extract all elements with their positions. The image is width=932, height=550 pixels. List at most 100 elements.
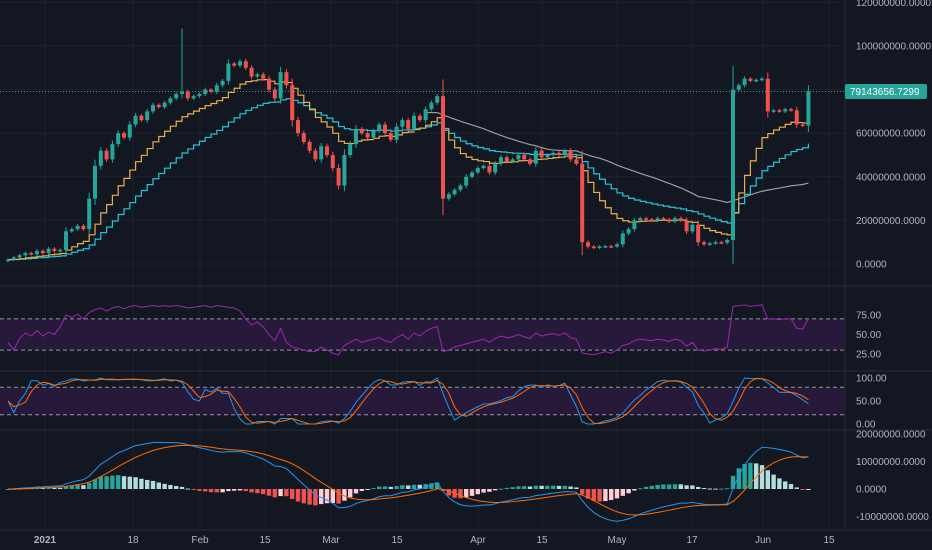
candle-body[interactable] (441, 96, 445, 199)
candle-body[interactable] (696, 224, 701, 243)
candle-body[interactable] (371, 131, 376, 138)
candle-body[interactable] (539, 150, 544, 158)
candle-body[interactable] (713, 242, 718, 244)
candle-body[interactable] (261, 74, 266, 79)
candle-body[interactable] (661, 218, 666, 220)
candle-body[interactable] (644, 218, 648, 220)
candle-body[interactable] (499, 157, 503, 164)
candle-body[interactable] (736, 85, 741, 90)
price-pane[interactable] (0, 28, 845, 264)
candle-body[interactable] (423, 109, 428, 121)
candle-body[interactable] (626, 229, 631, 234)
candle-body[interactable] (284, 72, 289, 86)
candle-body[interactable] (754, 79, 759, 82)
candle-body[interactable] (742, 78, 747, 86)
candle-body[interactable] (197, 93, 202, 97)
candle-body[interactable] (191, 96, 196, 99)
stoch-rsi-pane[interactable] (0, 377, 845, 425)
candle-body[interactable] (551, 152, 556, 155)
candle-body[interactable] (365, 133, 370, 138)
candle-body[interactable] (609, 246, 614, 248)
candle-body[interactable] (580, 163, 585, 243)
candle-body[interactable] (46, 248, 51, 254)
candle-body[interactable] (800, 124, 805, 126)
candle-body[interactable] (330, 155, 335, 169)
candle-body[interactable] (307, 141, 312, 151)
candle-body[interactable] (667, 219, 672, 222)
candle-body[interactable] (562, 150, 567, 155)
candle-body[interactable] (52, 248, 57, 251)
candle-body[interactable] (707, 243, 712, 245)
time-axis[interactable]: 2021 18 Feb 15 Mar 15 Apr 15 May 17 Jun 15 (34, 535, 835, 546)
candle-body[interactable] (35, 250, 39, 255)
candle-body[interactable] (6, 259, 10, 262)
candle-body[interactable] (406, 120, 411, 129)
candle-body[interactable] (719, 242, 724, 244)
candle-body[interactable] (139, 115, 144, 121)
candle-body[interactable] (493, 163, 498, 173)
candle-body[interactable] (765, 78, 770, 112)
candle-body[interactable] (342, 155, 347, 186)
candle-body[interactable] (104, 150, 109, 160)
candle-body[interactable] (417, 115, 422, 121)
candle-body[interactable] (226, 63, 231, 81)
candle-body[interactable] (481, 165, 486, 169)
candle-body[interactable] (133, 115, 138, 125)
candle-body[interactable] (789, 109, 793, 111)
candle-body[interactable] (794, 110, 799, 125)
candle-body[interactable] (319, 146, 324, 160)
candle-body[interactable] (156, 104, 161, 108)
candle-body[interactable] (412, 115, 416, 129)
macd-pane[interactable] (5, 441, 811, 522)
candle-body[interactable] (655, 218, 660, 221)
candle-body[interactable] (58, 249, 63, 252)
candle-body[interactable] (684, 220, 689, 232)
candle-body[interactable] (557, 152, 561, 155)
candle-body[interactable] (446, 194, 451, 199)
candle-body[interactable] (17, 255, 22, 258)
candle-body[interactable] (336, 168, 341, 186)
candle-body[interactable] (678, 218, 683, 221)
candle-body[interactable] (98, 150, 103, 166)
candle-body[interactable] (249, 67, 254, 77)
candle-body[interactable] (325, 146, 329, 155)
candle-body[interactable] (110, 144, 115, 160)
candle-body[interactable] (151, 104, 155, 112)
candle-body[interactable] (238, 61, 242, 66)
candle-body[interactable] (586, 242, 590, 247)
candle-body[interactable] (209, 89, 213, 92)
candle-body[interactable] (748, 78, 753, 81)
candle-body[interactable] (435, 96, 440, 103)
candle-body[interactable] (168, 98, 173, 103)
rsi-pane[interactable] (0, 304, 845, 356)
candle-body[interactable] (702, 242, 706, 245)
candle-body[interactable] (777, 110, 782, 112)
candle-body[interactable] (638, 218, 643, 221)
candle-body[interactable] (690, 224, 695, 232)
candle-body[interactable] (597, 246, 602, 249)
candle-body[interactable] (69, 229, 74, 232)
candle-body[interactable] (603, 246, 608, 248)
price-axis[interactable]: 120000000.0000100000000.000080000000.000… (856, 0, 932, 523)
candle-body[interactable] (348, 144, 353, 155)
candle-body[interactable] (394, 126, 399, 140)
candle-body[interactable] (504, 157, 509, 162)
candle-body[interactable] (185, 91, 190, 99)
candle-body[interactable] (296, 120, 300, 134)
candle-body[interactable] (81, 225, 86, 230)
candle-body[interactable] (487, 165, 492, 173)
candle-body[interactable] (464, 176, 469, 186)
candle-body[interactable] (568, 150, 573, 160)
candle-body[interactable] (760, 78, 764, 81)
candle-body[interactable] (278, 72, 283, 99)
candle-body[interactable] (649, 219, 654, 221)
candle-body[interactable] (145, 111, 150, 121)
candle-body[interactable] (232, 63, 237, 66)
candle-body[interactable] (214, 85, 219, 92)
candle-body[interactable] (591, 246, 596, 249)
candle-body[interactable] (93, 165, 97, 199)
candle-body[interactable] (301, 133, 306, 142)
candle-body[interactable] (574, 159, 579, 164)
candle-body[interactable] (116, 133, 121, 145)
candle-body[interactable] (429, 102, 434, 110)
